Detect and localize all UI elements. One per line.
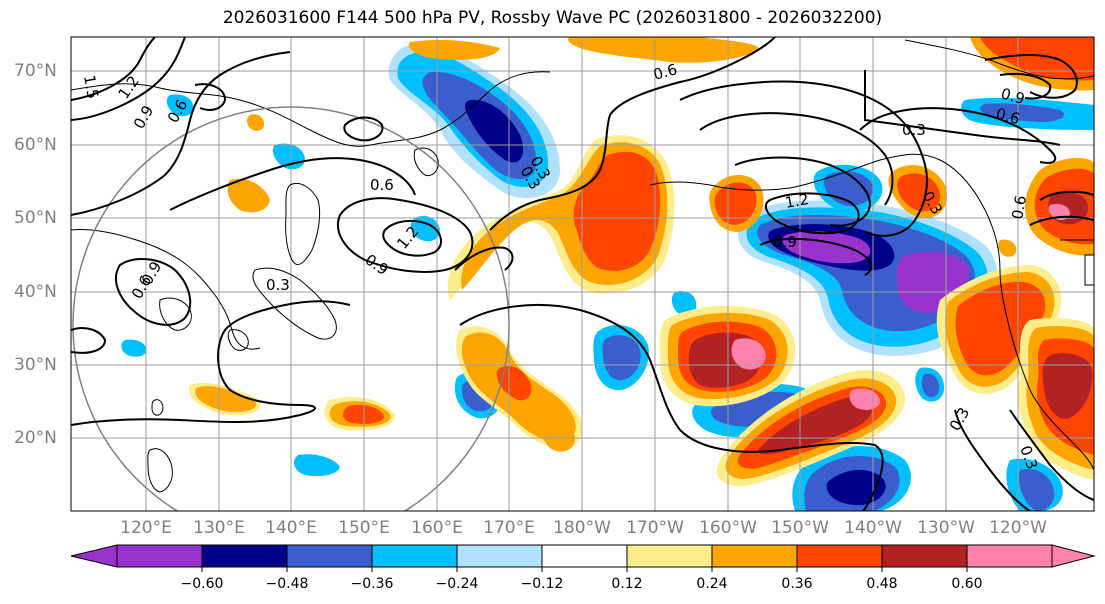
lat-label: 30°N: [14, 355, 57, 375]
colorbar-tick-label: 0.12: [611, 576, 643, 592]
lat-label: 50°N: [14, 208, 57, 228]
coastlines: [71, 39, 1094, 493]
map-plot-area: 1.2 0.9 0.6 0.6 0.9 1.2 0.3 0.6 0.9 0.3 …: [71, 37, 1094, 511]
lon-label: 140°W: [844, 518, 902, 538]
colorbar-tick-label: −0.60: [180, 576, 224, 592]
colorbar-tick-label: −0.24: [435, 576, 479, 592]
lon-label: 130°W: [917, 518, 975, 538]
colorbar-tick-label: −0.12: [520, 576, 564, 592]
graticule: [71, 37, 1094, 511]
contour-label: 1.2: [784, 190, 811, 212]
colorbar-tick-label: 0.60: [951, 576, 983, 592]
lon-label: 120°W: [989, 518, 1047, 538]
colorbar-extend-min: [70, 544, 118, 568]
contour-label: 0.9: [773, 233, 797, 251]
map-frame: [70, 36, 1095, 512]
lon-label: 170°E: [483, 518, 535, 538]
lat-label: 70°N: [14, 61, 57, 81]
lon-label: 170°W: [626, 518, 684, 538]
colorbar-tick-label: 0.36: [781, 576, 813, 592]
contour-label: 0.3: [266, 276, 290, 294]
colorbar-tick-label: 0.24: [696, 576, 728, 592]
contour-label: 0.3: [902, 121, 926, 139]
lon-label: 120°E: [120, 518, 172, 538]
colorbar-extend-max: [1051, 544, 1096, 568]
map-title: 2026031600 F144 500 hPa PV, Rossby Wave …: [222, 8, 883, 28]
pv-contours: [71, 37, 1094, 511]
lon-label: 160°E: [411, 518, 463, 538]
lon-label: 180°W: [553, 518, 611, 538]
colorbar-tick-label: −0.48: [265, 576, 309, 592]
contour-label: 1.5: [80, 74, 102, 101]
colorbar-tick-label: 0.48: [866, 576, 898, 592]
lon-label: 160°W: [699, 518, 757, 538]
contour-label: 0.6: [651, 60, 679, 84]
lon-label: 150°E: [338, 518, 390, 538]
lon-label: 130°E: [193, 518, 245, 538]
lon-label: 150°W: [771, 518, 829, 538]
lon-label: 140°E: [265, 518, 317, 538]
lat-label: 40°N: [14, 282, 57, 302]
contour-label: 0.6: [370, 176, 394, 194]
contour-label: 0.6: [1008, 194, 1030, 221]
lat-label: 60°N: [14, 135, 57, 155]
colorbar-tick-label: −0.36: [350, 576, 394, 592]
contour-label: 0.9: [999, 84, 1027, 108]
reference-circle: [72, 106, 510, 511]
contour-label: 0.6: [994, 104, 1022, 128]
lat-label: 20°N: [14, 428, 57, 448]
colorbar: [70, 544, 1096, 572]
